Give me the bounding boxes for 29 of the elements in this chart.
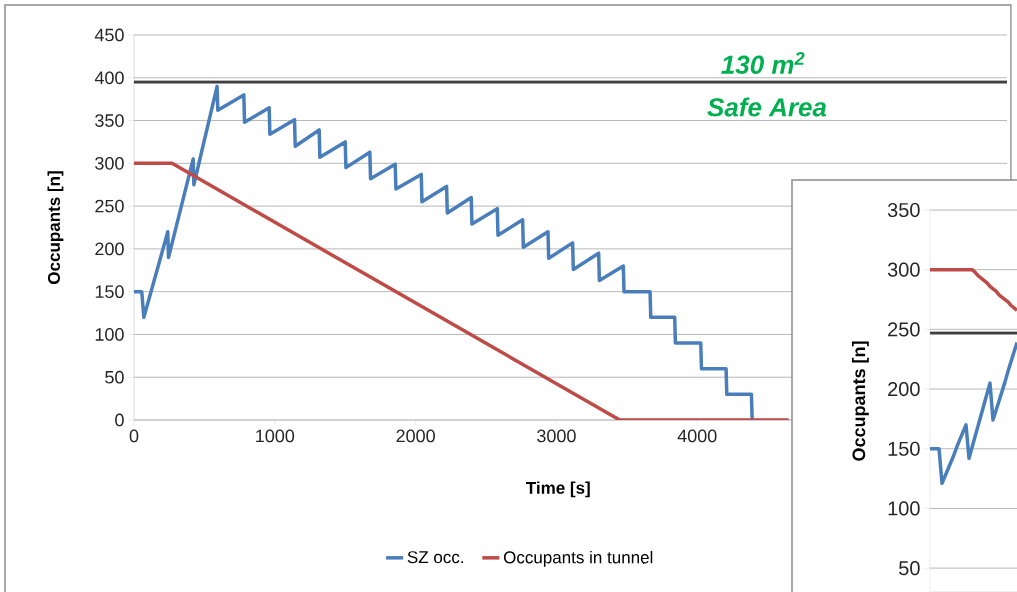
y-tick-label: 150 xyxy=(95,285,124,299)
y-tick-label: 100 xyxy=(95,328,124,341)
x-tick-label: 4000 xyxy=(677,429,717,443)
x-tick-label: 2000 xyxy=(396,429,435,443)
x-tick-label: 1000 xyxy=(256,429,295,443)
y-tick-label: 300 xyxy=(95,156,124,170)
legend-label: Occupants in tunnel xyxy=(503,550,653,567)
x-tick-label: 0 xyxy=(129,429,139,443)
y-axis-title: Occupants [n] xyxy=(852,341,869,461)
y-tick-label: 350 xyxy=(887,202,920,218)
y-tick-label: 0 xyxy=(115,413,124,427)
annotation: 130 m$^{2}$ xyxy=(721,52,805,74)
y-tick-label: 450 xyxy=(94,28,124,42)
y-axis-title: Occupants [n] xyxy=(47,171,64,284)
legend-label: SZ occ. xyxy=(407,551,463,564)
y-tick-label: 250 xyxy=(888,322,920,337)
y-tick-label: 200 xyxy=(95,242,124,256)
y-tick-label: 350 xyxy=(95,114,124,127)
y-tick-label: 100 xyxy=(888,501,920,516)
annotation: Safe Area xyxy=(707,97,827,117)
y-tick-label: 250 xyxy=(95,199,124,213)
y-tick-label: 300 xyxy=(887,262,920,277)
x-axis-title: Time [s] xyxy=(526,481,590,498)
x-tick-label: 3000 xyxy=(537,429,576,443)
y-tick-label: 400 xyxy=(94,71,124,85)
y-tick-label: 150 xyxy=(888,441,920,456)
y-tick-label: 200 xyxy=(888,381,920,397)
y-tick-label: 50 xyxy=(105,370,124,384)
y-tick-label: 50 xyxy=(899,561,920,576)
